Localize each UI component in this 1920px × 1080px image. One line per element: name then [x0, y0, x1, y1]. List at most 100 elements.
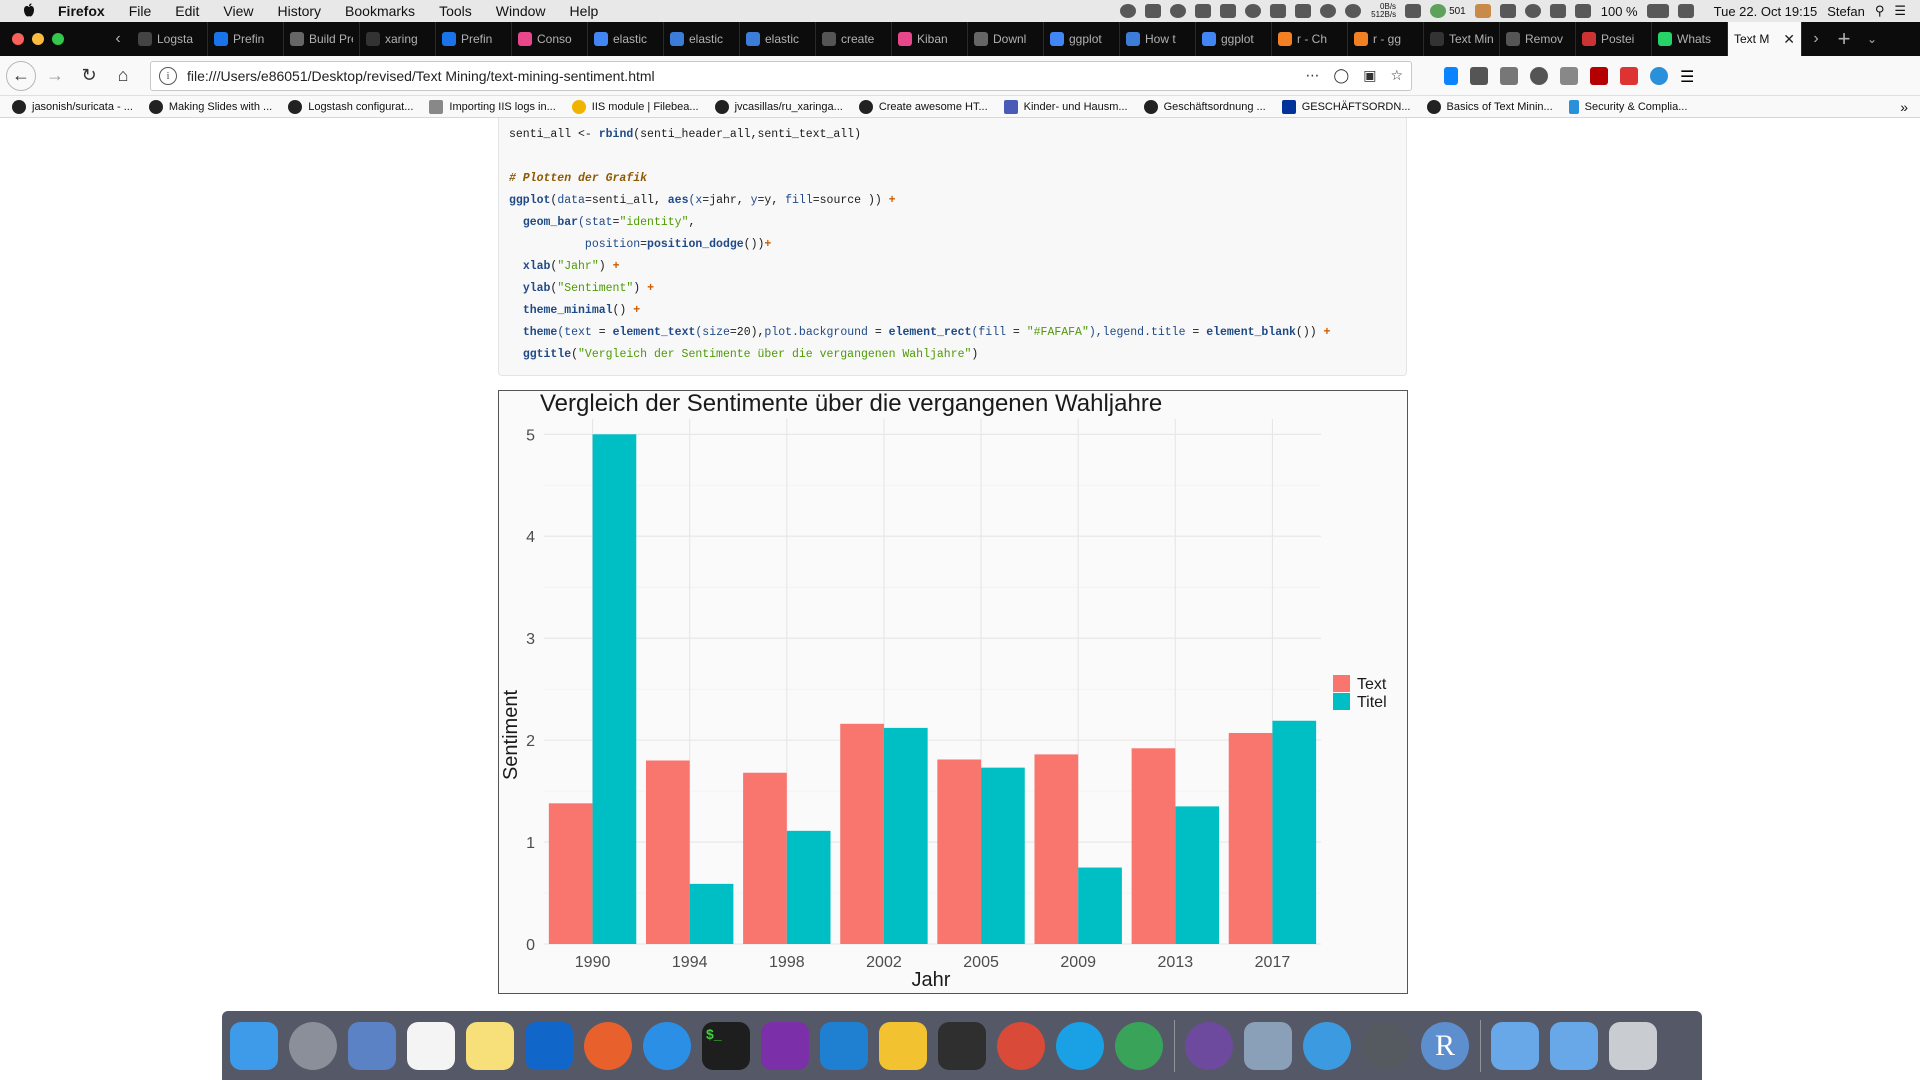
bookmark-item[interactable]: Making Slides with ... [148, 99, 272, 114]
vscode-icon[interactable] [820, 1021, 868, 1070]
mail-stamp-icon[interactable] [348, 1021, 396, 1070]
home-button[interactable]: ⌂ [117, 65, 129, 85]
close-window-button[interactable] [12, 33, 24, 45]
screenshot-icon[interactable]: ▣ [1363, 67, 1377, 83]
time-machine-icon[interactable] [1524, 4, 1541, 18]
library-icon[interactable] [1470, 66, 1488, 85]
status-icon[interactable] [1120, 4, 1137, 18]
docker-icon[interactable] [1303, 1021, 1351, 1070]
tab-10[interactable]: create [816, 22, 892, 56]
system-preferences-icon[interactable] [1362, 1021, 1410, 1070]
tab-9[interactable]: elastic [740, 22, 816, 56]
tab-scroll-right-icon[interactable]: › [1813, 30, 1819, 47]
tab-3[interactable]: Build Pres [284, 22, 360, 56]
list-all-tabs-icon[interactable]: ⌄ [1866, 32, 1878, 46]
status-icon[interactable] [1474, 4, 1491, 18]
reminders-icon[interactable] [407, 1021, 455, 1070]
site-info-icon[interactable]: i [159, 66, 177, 85]
tab-5[interactable]: Prefin [436, 22, 512, 56]
back-button[interactable]: ← [6, 60, 36, 91]
downloads-folder-icon[interactable] [1550, 1021, 1598, 1070]
page-actions-icon[interactable]: ⋯ [1305, 67, 1320, 83]
bookmark-star-icon[interactable]: ☆ [1390, 67, 1403, 83]
new-tab-button[interactable]: + [1837, 26, 1851, 51]
tab-1[interactable]: Logsta [132, 22, 208, 56]
status-icon[interactable] [1220, 4, 1237, 18]
close-tab-icon[interactable]: ✕ [1783, 30, 1795, 47]
cyberduck-icon[interactable] [879, 1021, 927, 1070]
ublock-icon[interactable] [1590, 66, 1608, 85]
zoom-window-button[interactable] [52, 33, 64, 45]
extension-icon[interactable] [1560, 66, 1578, 85]
menu-file[interactable]: File [128, 3, 152, 19]
tab-6[interactable]: Conso [512, 22, 588, 56]
user-name[interactable]: Stefan [1827, 3, 1865, 19]
cloud-icon[interactable] [1270, 4, 1287, 18]
tab-7[interactable]: elastic [588, 22, 664, 56]
skype-icon[interactable] [1056, 1021, 1104, 1070]
notification-center-icon[interactable]: ☰ [1894, 3, 1906, 18]
status-icon[interactable] [1320, 4, 1337, 18]
menu-edit[interactable]: Edit [175, 3, 200, 19]
tab-20[interactable]: Postei [1576, 22, 1652, 56]
terminal-icon[interactable]: $_ [702, 1021, 750, 1070]
bookmark-item[interactable]: Importing IIS logs in... [429, 99, 556, 114]
applications-folder-icon[interactable] [1491, 1021, 1539, 1070]
volume-icon[interactable] [1677, 4, 1694, 18]
tab-19[interactable]: Remov [1500, 22, 1576, 56]
keyboard-icon[interactable] [1574, 4, 1591, 18]
url-bar[interactable]: i file:///Users/e86051/Desktop/revised/T… [150, 60, 1412, 91]
tab-21[interactable]: Whats [1652, 22, 1728, 56]
sublime-icon[interactable] [938, 1021, 986, 1070]
pocket-icon[interactable]: ◯ [1333, 67, 1350, 83]
trash-icon[interactable] [1609, 1021, 1657, 1070]
tab-13[interactable]: ggplot [1044, 22, 1120, 56]
status-icon[interactable] [1405, 4, 1422, 18]
bookmark-item[interactable]: IIS module | Filebea... [571, 99, 699, 114]
status-icon[interactable] [1430, 4, 1447, 18]
tab-16[interactable]: r - Ch [1272, 22, 1348, 56]
github-desktop-icon[interactable] [1185, 1021, 1233, 1070]
bookmark-item[interactable]: jasonish/suricata - ... [12, 99, 133, 114]
bookmark-item[interactable]: jvcasillas/ru_xaringa... [714, 99, 843, 114]
search-icon[interactable] [1345, 4, 1362, 18]
tab-15[interactable]: ggplot [1196, 22, 1272, 56]
menu-bookmarks[interactable]: Bookmarks [345, 3, 416, 19]
bookmark-item[interactable]: Security & Complia... [1568, 99, 1687, 114]
tab-2[interactable]: Prefin [208, 22, 284, 56]
tab-8[interactable]: elastic [664, 22, 740, 56]
clipboard-icon[interactable] [1499, 4, 1516, 18]
sidebar-icon[interactable] [1500, 66, 1518, 85]
bookmark-item[interactable]: GESCHÄFTSORDN... [1281, 99, 1411, 114]
wifi-icon[interactable] [1549, 4, 1566, 18]
bookmark-item[interactable]: Kinder- und Hausm... [1003, 99, 1128, 114]
minimize-window-button[interactable] [32, 33, 44, 45]
tab-4[interactable]: xaring [360, 22, 436, 56]
menu-app-firefox[interactable]: Firefox [58, 3, 105, 19]
apple-icon[interactable] [20, 2, 38, 20]
extension-icon[interactable] [1620, 66, 1638, 85]
safari-icon[interactable] [643, 1021, 691, 1070]
menu-window[interactable]: Window [495, 3, 546, 19]
menu-tools[interactable]: Tools [439, 3, 472, 19]
hamburger-menu-icon[interactable]: ☰ [1680, 68, 1695, 86]
notes-icon[interactable] [466, 1021, 514, 1070]
docker-icon[interactable] [1295, 4, 1312, 18]
reload-button[interactable]: ↻ [81, 65, 97, 85]
extension-icon[interactable] [1650, 66, 1668, 85]
tab-12[interactable]: Downl [968, 22, 1044, 56]
spotlight-icon[interactable]: ⚲ [1874, 3, 1885, 18]
tab-18[interactable]: Text Minin [1424, 22, 1500, 56]
url-text[interactable]: file:///Users/e86051/Desktop/revised/Tex… [187, 67, 655, 84]
menu-view[interactable]: View [223, 3, 254, 19]
account-icon[interactable] [1530, 66, 1548, 85]
tab-14[interactable]: How t [1120, 22, 1196, 56]
bookmark-item[interactable]: Geschäftsordnung ... [1143, 99, 1266, 114]
tab-active[interactable]: Text M ✕ [1728, 22, 1802, 56]
finder-icon[interactable] [230, 1021, 278, 1070]
tab-11[interactable]: Kiban [892, 22, 968, 56]
onenote-icon[interactable] [761, 1021, 809, 1070]
status-icon[interactable] [1170, 4, 1187, 18]
tab-scroll-left-icon[interactable]: ‹ [115, 30, 121, 47]
shield-icon[interactable] [1195, 4, 1212, 18]
